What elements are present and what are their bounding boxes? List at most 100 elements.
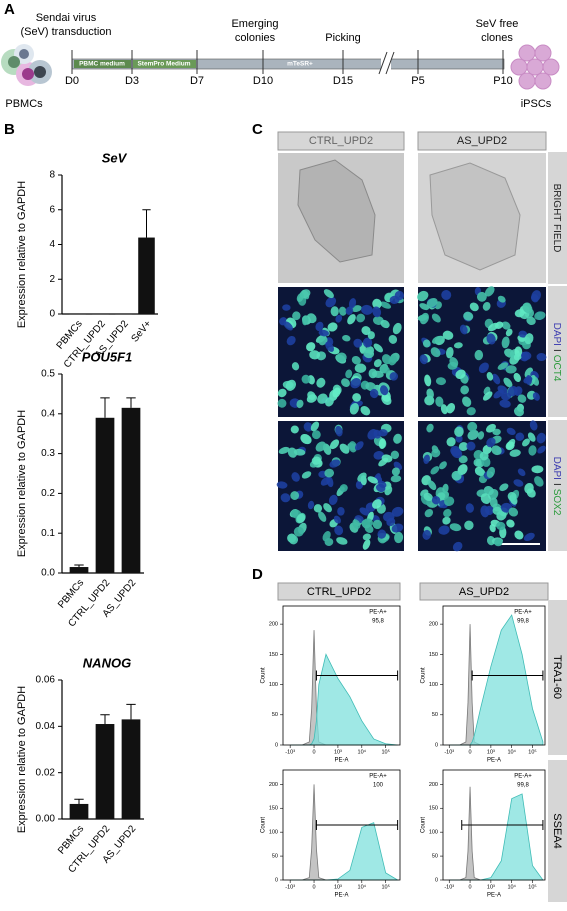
nucleus [440,404,448,415]
nucleus [276,481,288,489]
nucleus [485,423,497,433]
row-label: TRA1-60 [551,655,563,699]
nucleus [310,421,320,432]
y-tick-label: 50 [432,712,438,718]
nucleus [507,385,518,397]
y-tick-label: 100 [429,830,438,836]
row-label-part: SOX2 [551,489,562,516]
nucleus [506,427,516,436]
error-bar [126,703,136,720]
colony [429,162,521,271]
nucleus [348,441,358,453]
day-label: D15 [333,75,353,87]
nucleus [454,426,464,437]
x-tick-label: 10⁵ [381,748,389,755]
x-tick-label: -10³ [444,749,454,755]
nucleus [337,506,345,516]
medium-label: mTeSR+ [287,61,313,68]
x-tick-label: -10³ [444,884,454,890]
cell-label: iPSCs [521,98,552,110]
nucleus [324,468,335,478]
nucleus [531,290,542,302]
nucleus [306,394,318,403]
y-tick-label: 100 [429,682,438,688]
nucleus [282,304,291,311]
nucleus [288,535,299,545]
nucleus [521,351,532,361]
gate-label: PE-A+ [369,610,387,616]
bar [115,314,132,315]
row-label-box [548,286,567,417]
nucleus [368,368,378,379]
nucleus [329,459,341,468]
gate [461,820,544,830]
nucleus [513,372,521,382]
nucleus [464,520,474,531]
nucleus [473,458,482,467]
day-label: D7 [190,75,204,87]
row-label: SSEA4 [551,813,563,848]
nucleus [352,393,362,402]
nucleus [484,286,495,297]
header-box [417,131,547,151]
nucleus [391,523,404,533]
y-tick-label: 0.00 [36,814,56,825]
nucleus [446,437,456,447]
nucleus [477,431,485,440]
pbmc-medium-bar [74,60,131,68]
day-label: P10 [493,75,513,87]
nucleus [489,497,498,508]
row-label-part: OCT4 [551,355,562,382]
nucleus [360,406,371,416]
nucleus [423,492,433,502]
nucleus [531,465,544,474]
y-tick-label: 100 [269,682,278,688]
y-tick-label: 8 [49,170,55,181]
colony [297,159,376,263]
nucleus [501,336,510,349]
nucleus [393,433,402,444]
nucleus [335,425,343,437]
nucleus [458,442,469,451]
x-axis-label: PE-A [334,758,348,764]
y-axis-label: Expression relative to GAPDH [16,686,28,833]
nucleus [293,526,304,537]
nucleus [536,353,547,362]
histogram-area [449,793,544,881]
row-label-box [548,152,567,284]
nucleus [526,488,536,498]
y-tick-label: 0.1 [41,528,55,539]
nucleus [373,429,381,439]
nucleus [285,379,297,391]
x-tick-label: 0 [313,749,316,755]
nucleus [335,314,343,323]
nucleus [419,303,430,311]
nucleus [354,363,367,373]
gate-label: PE-A+ [514,610,532,616]
nucleus [291,362,300,371]
row-label-part: DAPI [551,323,562,346]
pbmc-icon [1,44,52,86]
nucleus [479,451,489,461]
nucleus [422,339,431,348]
y-tick-label: 150 [269,806,278,812]
nucleus [389,372,399,381]
y-tick-label: 200 [269,782,278,788]
nucleus [306,313,317,324]
nucleus [497,295,506,303]
nucleus [318,335,328,346]
nucleus [505,328,513,337]
x-tick-label: 0 [469,884,472,890]
nucleus [378,480,387,488]
event-label: Sendai virus [36,12,97,24]
nucleus [431,313,441,323]
nucleus [388,334,398,344]
nucleus [494,538,503,547]
day-label: P5 [411,75,424,87]
nucleus [536,432,546,444]
nucleus [336,537,348,545]
nucleus [290,425,299,434]
gate [315,820,399,830]
nucleus [493,389,504,399]
nucleus [514,309,525,318]
